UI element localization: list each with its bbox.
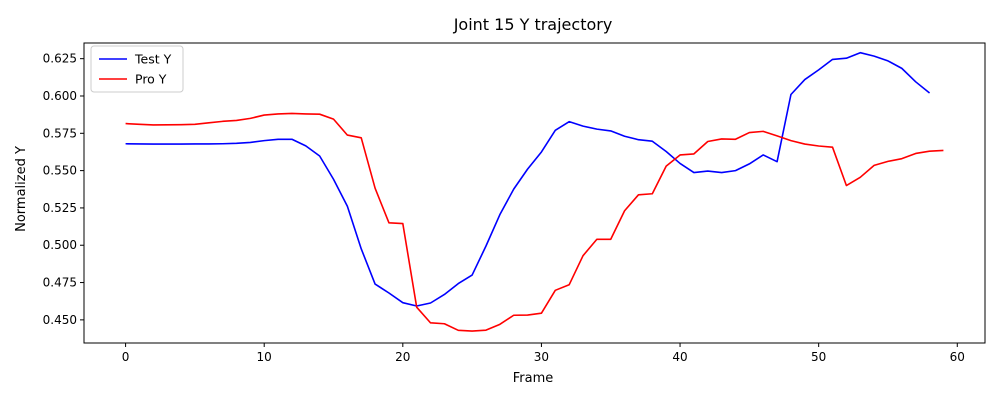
x-axis-label: Frame xyxy=(513,371,554,386)
y-axis-ticks: 0.450 0.475 0.500 0.525 0.550 0.575 0.600 0.625 xyxy=(43,52,84,327)
y-tick-label: 0.500 xyxy=(43,238,77,252)
x-tick-label: 20 xyxy=(395,350,410,364)
series-line-test-y xyxy=(125,51,931,307)
x-axis-ticks: 0 10 20 30 40 50 60 xyxy=(122,343,965,364)
x-tick-label: 0 xyxy=(122,350,130,364)
x-tick-label: 30 xyxy=(534,350,549,364)
legend-label: Test Y xyxy=(134,52,172,67)
x-tick-label: 10 xyxy=(257,350,272,364)
y-axis-label: Normalized Y xyxy=(14,146,29,232)
x-tick-label: 40 xyxy=(672,350,687,364)
y-tick-label: 0.550 xyxy=(43,164,77,178)
y-tick-label: 0.450 xyxy=(43,313,77,327)
legend-box xyxy=(90,45,184,93)
x-tick-label: 50 xyxy=(811,350,826,364)
chart-title: Joint 15 Y trajectory xyxy=(453,15,613,34)
y-tick-label: 0.525 xyxy=(43,201,77,215)
legend-label: Pro Y xyxy=(135,72,167,87)
series-line-pro-y xyxy=(125,112,944,332)
y-tick-label: 0.475 xyxy=(43,276,77,290)
plot-frame xyxy=(83,42,986,344)
y-tick-label: 0.575 xyxy=(43,126,77,140)
x-tick-label: 60 xyxy=(950,350,965,364)
series-group xyxy=(125,51,944,332)
y-tick-label: 0.600 xyxy=(43,89,77,103)
legend: Test Y Pro Y xyxy=(90,45,184,93)
y-tick-label: 0.625 xyxy=(43,52,77,66)
